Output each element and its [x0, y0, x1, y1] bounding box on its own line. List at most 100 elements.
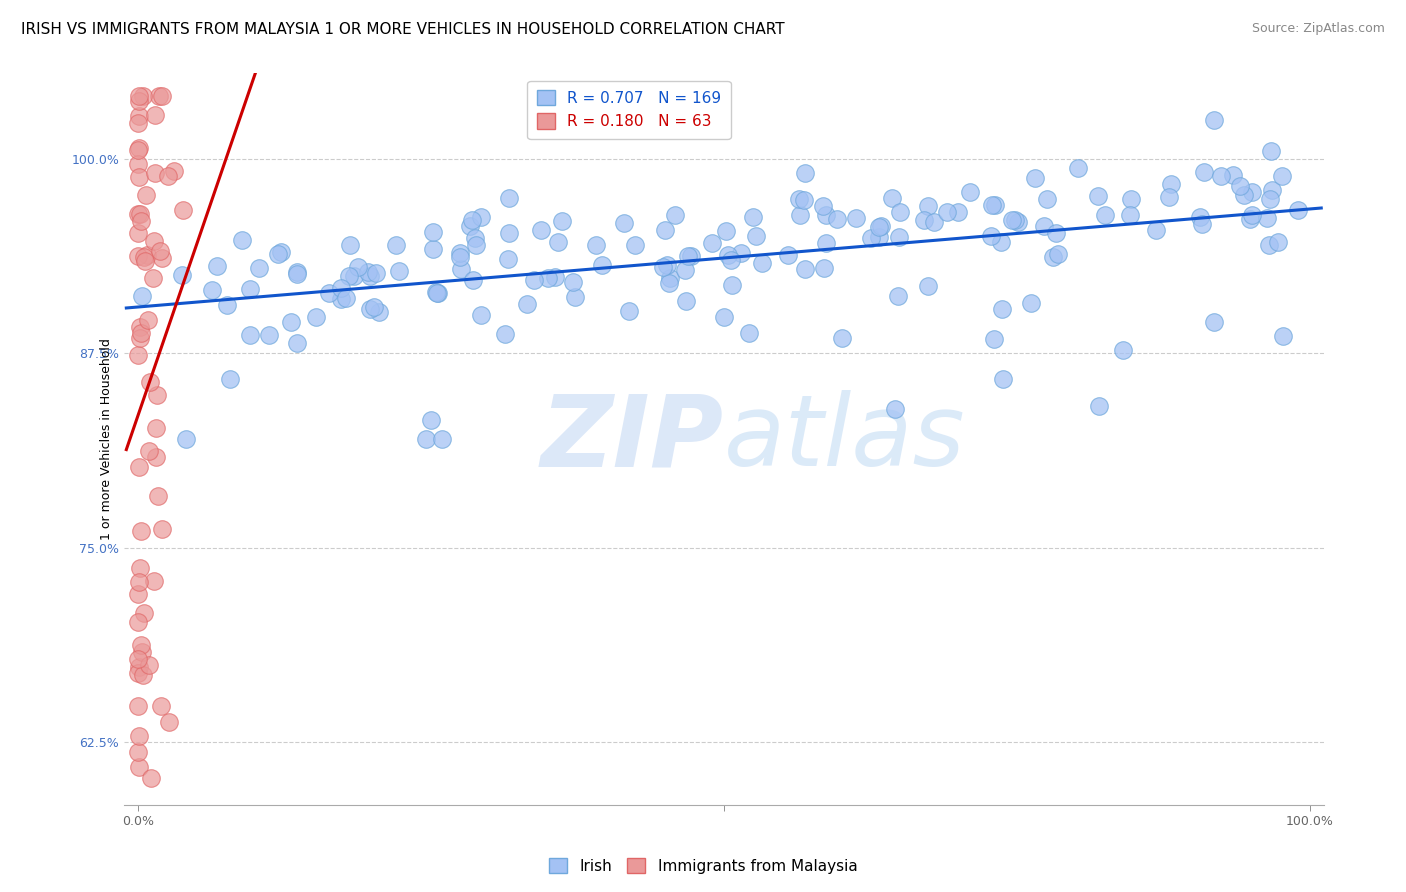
Point	[422, 242, 444, 256]
Point	[359, 301, 381, 316]
Point	[990, 235, 1012, 249]
Point	[585, 238, 607, 252]
Point	[673, 262, 696, 277]
Point	[318, 285, 340, 300]
Point	[172, 202, 194, 217]
Point	[285, 265, 308, 279]
Point	[129, 638, 152, 652]
Point	[831, 331, 853, 345]
Point	[1209, 169, 1232, 184]
Point	[149, 244, 172, 258]
Point	[367, 305, 389, 319]
Point	[959, 185, 981, 199]
Point	[811, 199, 834, 213]
Point	[128, 109, 150, 123]
Point	[530, 223, 553, 237]
Point	[1087, 189, 1109, 203]
Point	[737, 326, 759, 340]
Point	[129, 561, 152, 575]
Point	[128, 729, 150, 743]
Point	[127, 143, 149, 157]
Point	[330, 292, 353, 306]
Point	[128, 207, 150, 221]
Point	[984, 198, 1007, 212]
Point	[917, 199, 939, 213]
Text: ZIP: ZIP	[541, 391, 724, 487]
Point	[470, 309, 492, 323]
Point	[163, 164, 186, 178]
Point	[145, 450, 167, 464]
Point	[815, 235, 838, 250]
Point	[793, 166, 815, 180]
Point	[366, 266, 388, 280]
Point	[1233, 187, 1256, 202]
Point	[1021, 296, 1043, 310]
Point	[415, 432, 437, 446]
Point	[132, 250, 155, 264]
Point	[1202, 315, 1225, 329]
Point	[427, 285, 450, 300]
Point	[450, 262, 472, 277]
Point	[239, 327, 262, 342]
Point	[1260, 145, 1282, 159]
Point	[430, 432, 453, 446]
Point	[1240, 208, 1263, 222]
Point	[537, 271, 560, 285]
Point	[1272, 328, 1295, 343]
Point	[794, 261, 817, 276]
Point	[464, 231, 486, 245]
Point	[150, 522, 173, 536]
Point	[150, 251, 173, 265]
Point	[420, 413, 443, 427]
Point	[880, 191, 903, 205]
Point	[912, 212, 935, 227]
Point	[425, 285, 447, 299]
Point	[127, 226, 149, 240]
Point	[793, 194, 815, 208]
Point	[1160, 178, 1182, 192]
Point	[217, 298, 239, 312]
Point	[139, 771, 162, 785]
Legend: R = 0.707   N = 169, R = 0.180   N = 63: R = 0.707 N = 169, R = 0.180 N = 63	[527, 80, 731, 138]
Point	[127, 116, 149, 130]
Point	[363, 300, 385, 314]
Point	[1007, 215, 1029, 229]
Point	[1159, 190, 1181, 204]
Point	[127, 587, 149, 601]
Point	[700, 235, 723, 250]
Point	[654, 223, 676, 237]
Point	[980, 229, 1002, 244]
Point	[1188, 210, 1211, 224]
Point	[385, 237, 408, 252]
Point	[1258, 192, 1281, 206]
Point	[1033, 219, 1056, 233]
Point	[285, 267, 308, 281]
Point	[1094, 208, 1116, 222]
Point	[346, 260, 368, 274]
Point	[936, 205, 959, 219]
Point	[461, 213, 484, 227]
Point	[983, 332, 1005, 346]
Point	[1066, 161, 1088, 176]
Point	[131, 645, 153, 659]
Point	[498, 226, 520, 240]
Point	[388, 264, 411, 278]
Point	[287, 336, 309, 351]
Point	[142, 234, 165, 248]
Point	[270, 244, 292, 259]
Point	[1144, 222, 1167, 236]
Point	[562, 275, 585, 289]
Point	[658, 277, 681, 291]
Point	[149, 698, 172, 713]
Point	[714, 224, 737, 238]
Point	[422, 225, 444, 239]
Point	[335, 291, 357, 305]
Point	[889, 205, 911, 219]
Point	[1267, 235, 1289, 249]
Point	[547, 235, 569, 249]
Point	[142, 574, 165, 588]
Point	[544, 269, 567, 284]
Point	[717, 248, 740, 262]
Point	[127, 745, 149, 759]
Text: Source: ZipAtlas.com: Source: ZipAtlas.com	[1251, 22, 1385, 36]
